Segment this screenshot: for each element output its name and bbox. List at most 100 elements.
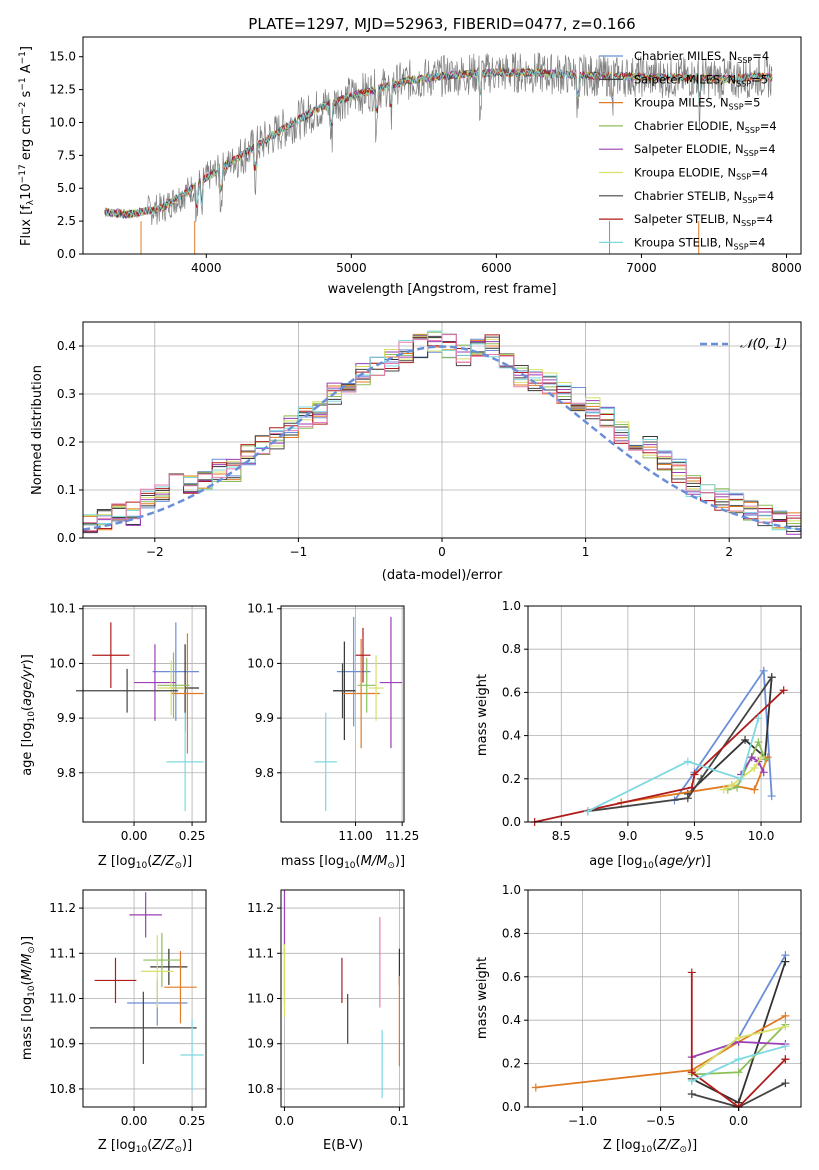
x-tick-label: −1.0 xyxy=(568,1114,597,1128)
y-tick-label: 9.9 xyxy=(57,711,76,725)
axes-frame xyxy=(527,605,802,823)
mass-weight-marker xyxy=(767,792,776,801)
mass-weight-marker xyxy=(750,764,759,772)
y-tick-label: 9.8 xyxy=(57,766,76,780)
x-tick-label: 10.0 xyxy=(748,829,775,843)
weight-vs-age-plot: 8.5 9.0 9.5 10.0 0.0 0.2 0.4 0.6 0.8 1.0 xyxy=(502,599,802,843)
y-tick-label: 9.9 xyxy=(255,711,274,725)
mass-weight-marker xyxy=(734,1055,743,1064)
y-tick-label: 0.8 xyxy=(502,926,521,940)
y-tick-label: 0.4 xyxy=(502,729,521,743)
y-tick-label: 11.2 xyxy=(247,901,274,915)
legend-entry-label: Kroupa ELODIE, NSSP=4 xyxy=(634,166,768,182)
x-tick-label: 9.0 xyxy=(618,829,637,843)
mass-weight-marker xyxy=(781,1042,790,1051)
y-tick-label: 10.0 xyxy=(49,656,76,670)
y-tick-label: 10.0 xyxy=(247,656,274,670)
spectrum-title: PLATE=1297, MJD=52963, FIBERID=0477, z=0… xyxy=(248,15,635,33)
observed-spectrum-line xyxy=(104,52,773,226)
x-tick-label: 0.1 xyxy=(390,1114,409,1128)
mass-weight-marker xyxy=(759,666,768,675)
mass-weight-marker xyxy=(687,1068,696,1077)
mass-weight-marker xyxy=(697,774,706,783)
mass-vs-metallicity-ylabel: mass [log10(M/M⊙)] xyxy=(20,936,37,1060)
mass-weight-marker xyxy=(781,1011,790,1020)
legend-entry-label: Chabrier ELODIE, NSSP=4 xyxy=(634,119,777,135)
mass-weight-line xyxy=(587,676,773,813)
mass-weight-marker xyxy=(690,770,699,779)
y-tick-label: 10.1 xyxy=(49,602,76,616)
y-tick-label: 11.0 xyxy=(247,992,274,1006)
axes-frame xyxy=(527,889,802,1108)
x-tick-label: 5000 xyxy=(336,261,367,275)
y-tick-label: 0.1 xyxy=(57,483,76,497)
x-tick-label: 0 xyxy=(438,545,446,559)
mass-vs-extinction-panel: 0.0 0.1 10.8 10.9 11.0 11.1 11.2 E(B-V) xyxy=(247,889,409,1153)
legend-entry-label: Salpeter STELIB, NSSP=4 xyxy=(634,212,773,228)
residual-histograms xyxy=(82,330,802,535)
y-tick-label: 0.8 xyxy=(502,642,521,656)
x-tick-label: 0.0 xyxy=(729,1114,748,1128)
x-tick-label: 8000 xyxy=(771,261,802,275)
mass-weight-marker xyxy=(531,1083,540,1092)
y-tick-label: 0.2 xyxy=(57,435,76,449)
y-tick-label: 10.8 xyxy=(247,1082,274,1096)
y-tick-label: 11.1 xyxy=(49,946,76,960)
mass-weight-marker xyxy=(750,785,759,794)
spectrum-xlabel: wavelength [Angstrom, rest frame] xyxy=(328,282,557,297)
weight-vs-metallicity-plot: −1.0 −0.5 0.0 0.0 0.2 0.4 0.6 0.8 1.0 xyxy=(502,883,802,1128)
y-tick-label: 7.5 xyxy=(57,148,76,162)
mass-weight-marker xyxy=(687,1089,696,1098)
weight-vs-age-panel: 8.5 9.0 9.5 10.0 0.0 0.2 0.4 0.6 0.8 1.0 age [log… xyxy=(475,599,802,871)
mass-weight-marker xyxy=(683,794,692,803)
model-spectrum-line xyxy=(104,67,773,220)
mass-weight-marker xyxy=(754,714,763,723)
y-tick-label: 15.0 xyxy=(49,50,76,64)
mass-vs-metallicity-panel: 0.00 0.25 10.8 10.9 11.0 11.1 11.2 Z [log10(Z/… xyxy=(20,889,207,1155)
y-tick-label: 9.8 xyxy=(255,766,274,780)
spectrum-legend: Chabrier MILES, NSSP=4 Salpeter MILES, NS… xyxy=(599,49,777,251)
y-tick-label: 0.0 xyxy=(57,247,76,261)
mass-weight-marker xyxy=(583,807,592,816)
mass-weight-marker xyxy=(781,1079,790,1088)
mass-weight-line xyxy=(690,972,787,1109)
mass-vs-metallicity-plot: 0.00 0.25 10.8 10.9 11.0 11.1 11.2 xyxy=(49,889,207,1128)
spectrum-ticks: 4000 5000 6000 7000 8000 0.0 2.5 5.0 7.5 10.0 12.5… xyxy=(49,50,801,275)
x-tick-label: 0.00 xyxy=(121,829,148,843)
y-tick-label: 2.5 xyxy=(57,214,76,228)
weight-vs-metallicity-panel: −1.0 −0.5 0.0 0.0 0.2 0.4 0.6 0.8 1.0 Z [log10(Z… xyxy=(475,883,802,1155)
y-tick-label: 0.0 xyxy=(502,1100,521,1114)
mass-weight-marker xyxy=(733,783,742,792)
y-tick-label: 0.6 xyxy=(502,685,521,699)
residual-ticks: −2 −1 0 1 2 0.0 0.1 0.2 0.3 0.4 xyxy=(57,339,733,559)
age-vs-mass-plot: 11.00 11.25 9.8 9.9 10.0 10.1 xyxy=(247,602,419,843)
mass-weight-line xyxy=(723,756,762,791)
x-tick-label: 8.5 xyxy=(552,829,571,843)
age-vs-mass-panel: 11.00 11.25 9.8 9.9 10.0 10.1 mass [log10(M/M… xyxy=(247,602,419,871)
mass-weight-marker xyxy=(687,1076,696,1085)
spectrum-panel: PLATE=1297, MJD=52963, FIBERID=0477, z=0… xyxy=(18,15,802,297)
x-tick-label: 0.0 xyxy=(275,1114,294,1128)
mass-weight-line xyxy=(740,755,765,775)
mass-weight-marker xyxy=(719,785,728,794)
legend-entry-label: Kroupa STELIB, NSSP=4 xyxy=(634,235,765,251)
age-vs-metallicity-ylabel: age [log10(age/yr)] xyxy=(20,654,37,776)
mass-weight-line xyxy=(534,689,785,823)
weight-vs-age-ylabel: mass weight xyxy=(475,674,490,756)
spectrum-ylabel: Flux [fλ10−17 erg cm−2 s−1 A−1] xyxy=(18,46,36,246)
spectrum-series-lines xyxy=(104,52,773,254)
x-tick-label: 11.25 xyxy=(385,829,419,843)
y-tick-label: 0.6 xyxy=(502,970,521,984)
age-vs-metallicity-xlabel: Z [log10(Z/Z⊙)] xyxy=(98,854,192,871)
age-vs-metallicity-plot: 0.00 0.25 9.8 9.9 10.0 10.1 xyxy=(49,602,207,843)
y-tick-label: 11.0 xyxy=(49,992,76,1006)
y-tick-label: 10.1 xyxy=(247,602,274,616)
mass-weight-marker xyxy=(734,1033,743,1042)
mass-weight-marker xyxy=(781,1055,790,1064)
mass-weight-marker xyxy=(683,757,692,766)
x-tick-label: 7000 xyxy=(626,261,657,275)
mass-weight-marker xyxy=(779,686,788,695)
y-tick-label: 0.4 xyxy=(502,1013,521,1027)
legend-entry-label: Kroupa MILES, NSSP=5 xyxy=(634,96,760,112)
axes-frame xyxy=(82,605,207,823)
